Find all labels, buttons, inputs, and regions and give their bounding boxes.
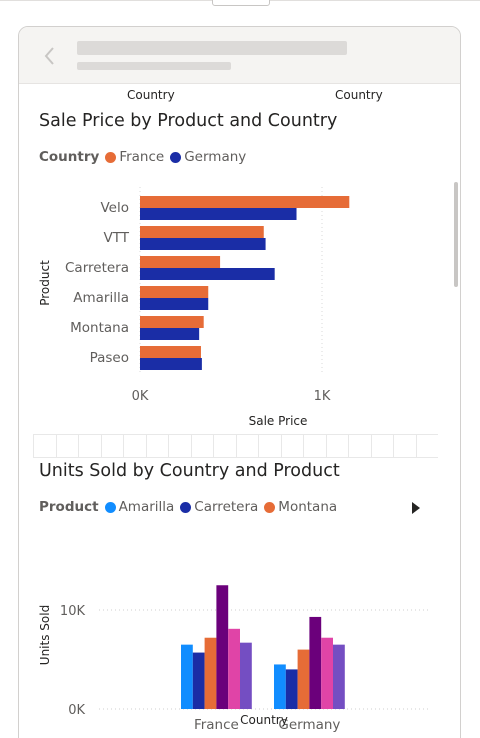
top-country-label-2: Country — [335, 88, 383, 102]
chart1-category-label: Montana — [70, 320, 129, 336]
chart2-bar-paseo — [216, 585, 229, 709]
title-placeholder — [77, 41, 347, 55]
chart1-legend-item-france[interactable]: France — [105, 149, 164, 165]
visual-divider — [33, 434, 438, 458]
chart1-bar-france — [140, 196, 350, 208]
chart2-legend-item-montana[interactable]: Montana — [264, 499, 337, 515]
chart2-bar-vtt — [333, 644, 345, 709]
chart1-category-label: Amarilla — [73, 290, 129, 306]
chart2-y-axis-title: Units Sold — [38, 605, 52, 665]
subtitle-placeholder — [77, 62, 231, 70]
chart1-bar-germany — [140, 358, 202, 370]
chart1-legend-title: Country — [39, 149, 100, 165]
chart1-bar-france — [140, 226, 264, 238]
top-handle[interactable] — [212, 0, 270, 6]
chart1-legend: Country France Germany — [39, 149, 252, 165]
chart2-ytick-label: 0K — [68, 703, 85, 718]
chart1-legend-item-germany[interactable]: Germany — [170, 149, 246, 165]
chart1-bar-france — [140, 316, 204, 328]
chart2-legend-dot-amarilla — [104, 501, 116, 513]
chart2-legend-dot-carretera — [180, 501, 192, 513]
chart2-x-axis-title: Country — [240, 713, 288, 727]
chart2-bar-paseo — [309, 616, 322, 709]
chart2-category-label: France — [194, 717, 239, 732]
chart2-title: Units Sold by Country and Product — [39, 461, 340, 481]
back-arrow-icon[interactable] — [41, 45, 59, 67]
chart1-bar-france — [140, 346, 201, 358]
chart1-bar-germany — [140, 238, 266, 250]
chart2-bar-montana — [204, 637, 217, 709]
chart1-category-label: Carretera — [65, 260, 129, 276]
chart2-bar-amarilla — [274, 664, 286, 709]
chart2-bar-velo — [321, 637, 333, 709]
chart1-title: Sale Price by Product and Country — [39, 111, 338, 131]
chart2-x-axis-area: Country — [240, 713, 288, 727]
mobile-report-frame: Country Country Sale Price by Product an… — [18, 26, 461, 738]
chart2-category-label: Germany — [278, 717, 340, 732]
chart1-legend-dot-germany — [170, 151, 182, 163]
chart2-legend-title: Product — [39, 499, 99, 515]
chart1-bar-germany — [140, 298, 209, 310]
legend-next-icon[interactable] — [411, 502, 421, 514]
chart2-bar-amarilla — [181, 644, 193, 709]
chart1-category-label: Paseo — [90, 350, 129, 366]
chart1-legend-label-france: France — [119, 149, 165, 165]
chart2-legend-label-montana: Montana — [278, 499, 338, 515]
chart2-legend-label-amarilla: Amarilla — [118, 499, 175, 515]
chart1-xtick-label: 0K — [132, 389, 149, 404]
report-header — [19, 27, 460, 84]
chart2-plot: 0K 10K France Germany Units Sold — [38, 585, 429, 732]
chart1-y-axis-title: Product — [38, 260, 52, 306]
chart1-xtick-label: 1K — [314, 389, 331, 404]
chart1-bar-germany — [140, 328, 200, 340]
top-country-label-1: Country — [127, 88, 175, 102]
chart2-bar-carretera — [192, 652, 205, 709]
chart2-bar-vtt — [240, 642, 252, 709]
chart2-legend-item-amarilla[interactable]: Amarilla — [104, 499, 175, 515]
chart2-legend: Product Amarilla Carretera Montana — [39, 499, 343, 515]
chart2-legend-item-carretera[interactable]: Carretera — [180, 499, 258, 515]
chart2-bar-montana — [297, 649, 310, 709]
chart2-bar-carretera — [285, 669, 298, 709]
chart1-bar-france — [140, 286, 209, 298]
chart1-legend-label-germany: Germany — [184, 149, 247, 165]
chart2-ytick-label: 10K — [60, 604, 86, 619]
chart1-category-label: Velo — [100, 200, 129, 216]
chart1-bar-france — [140, 256, 221, 268]
chart1-plot: 0K 1K Velo VTT Carretera Amarilla Montana Paseo… — [38, 187, 350, 428]
chart1-bar-germany — [140, 268, 275, 280]
chart1-x-axis-title: Sale Price — [249, 414, 308, 428]
chart1-bar-germany — [140, 208, 297, 220]
chart1-category-label: VTT — [104, 230, 130, 246]
chart1-legend-dot-france — [105, 151, 117, 163]
vertical-scrollbar[interactable] — [454, 182, 458, 287]
chart2-legend-dot-montana — [264, 501, 276, 513]
chart2-legend-label-carretera: Carretera — [194, 499, 259, 515]
chart2-bar-velo — [228, 628, 240, 709]
